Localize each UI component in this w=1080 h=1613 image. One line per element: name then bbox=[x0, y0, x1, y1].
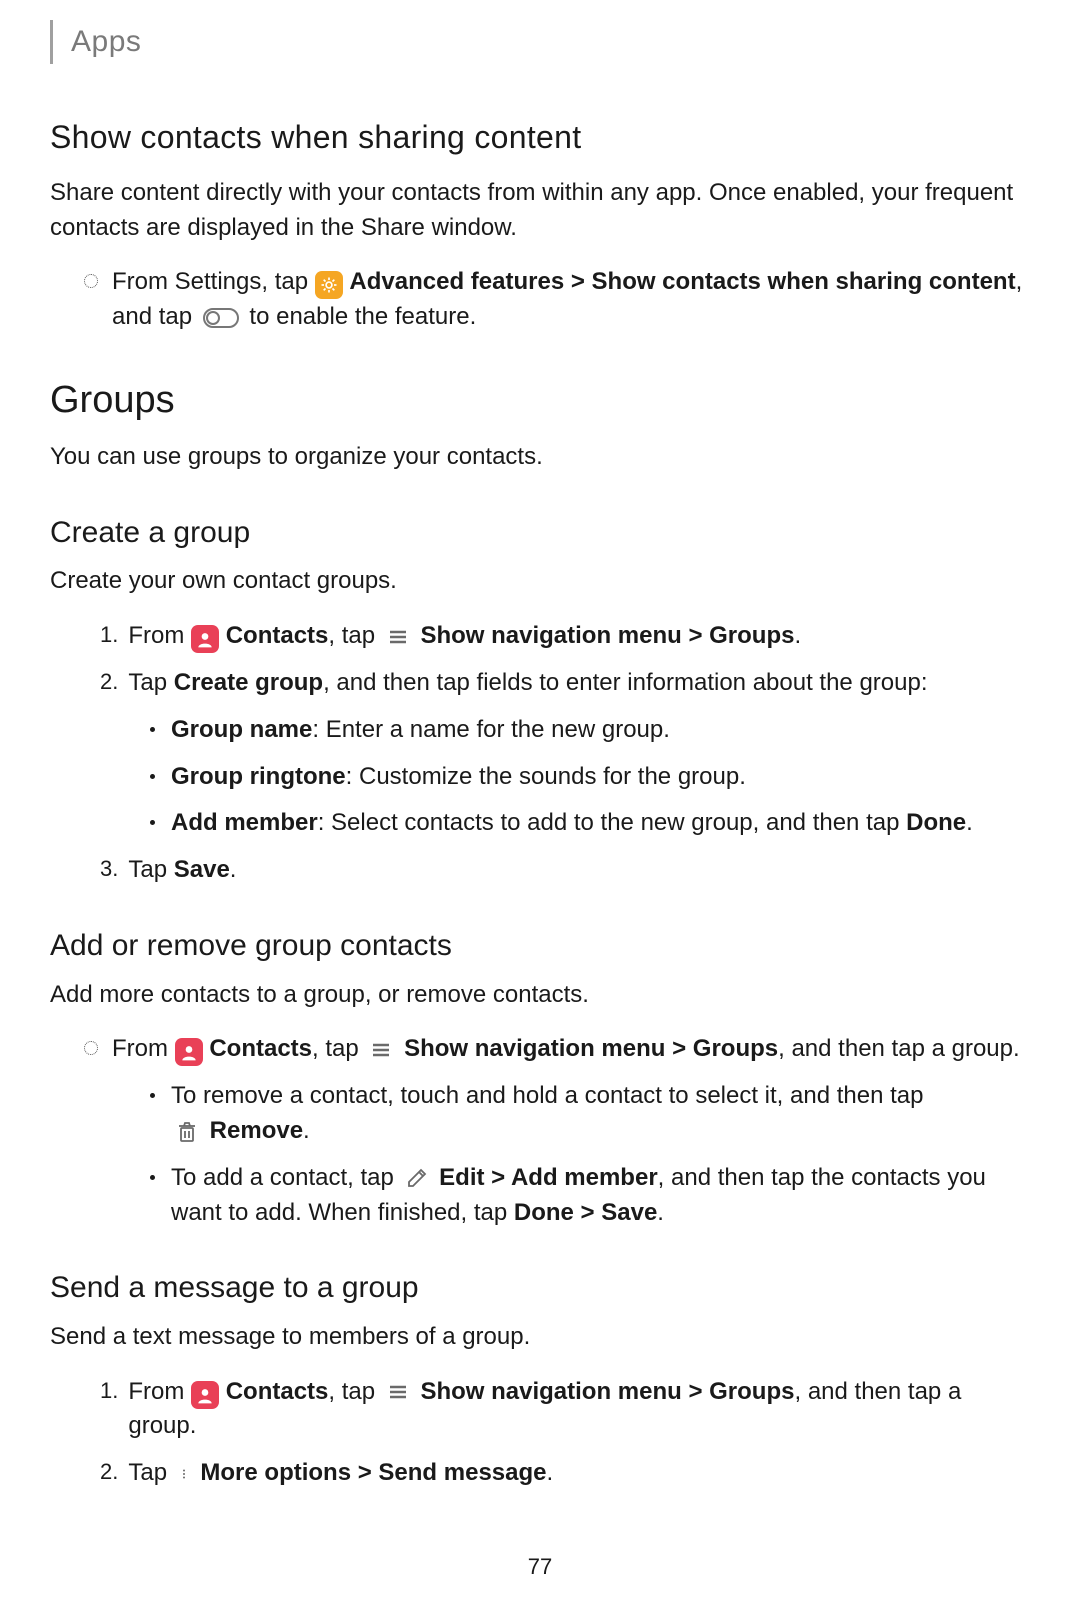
section-add-remove-title: Add or remove group contacts bbox=[50, 924, 1030, 968]
section-groups-title: Groups bbox=[50, 373, 1030, 428]
step-text: Tap More options > Send message. bbox=[128, 1456, 553, 1491]
contacts-icon bbox=[191, 1381, 219, 1409]
substep-row: Group ringtone: Customize the sounds for… bbox=[50, 760, 1030, 795]
step-text: From Settings, tap Advanced features > S… bbox=[112, 265, 1030, 335]
substep-row: To remove a contact, touch and hold a co… bbox=[50, 1079, 1030, 1149]
menu-icon bbox=[386, 625, 410, 649]
step-text: From Contacts, tap Show navigation menu … bbox=[128, 1375, 1030, 1445]
substep-row: Group name: Enter a name for the new gro… bbox=[50, 713, 1030, 748]
dot-icon bbox=[150, 820, 155, 825]
bullet-icon bbox=[84, 1041, 98, 1055]
substep-row: To add a contact, tap Edit > Add member,… bbox=[50, 1161, 1030, 1231]
step-row: From Settings, tap Advanced features > S… bbox=[50, 265, 1030, 335]
step-number: 2. bbox=[100, 666, 118, 698]
dot-icon bbox=[150, 727, 155, 732]
dot-icon bbox=[150, 774, 155, 779]
dot-icon bbox=[150, 1093, 155, 1098]
page-header: Apps bbox=[50, 20, 1030, 64]
step-row: 1. From Contacts, tap Show navigation me… bbox=[50, 1375, 1030, 1445]
step-number: 1. bbox=[100, 1375, 118, 1407]
step-text: From Contacts, tap Show navigation menu … bbox=[128, 619, 801, 654]
step-text: From Contacts, tap Show navigation menu … bbox=[112, 1032, 1020, 1067]
step-number: 3. bbox=[100, 853, 118, 885]
substep-row: Add member: Select contacts to add to th… bbox=[50, 806, 1030, 841]
pencil-icon bbox=[405, 1166, 429, 1190]
step-row: 1. From Contacts, tap Show navigation me… bbox=[50, 619, 1030, 654]
section-show-contacts-title: Show contacts when sharing content bbox=[50, 114, 1030, 160]
menu-icon bbox=[386, 1380, 410, 1404]
section-groups-desc: You can use groups to organize your cont… bbox=[50, 440, 1030, 475]
menu-icon bbox=[369, 1038, 393, 1062]
dot-icon bbox=[150, 1175, 155, 1180]
section-show-contacts-desc: Share content directly with your contact… bbox=[50, 176, 1030, 246]
step-number: 1. bbox=[100, 619, 118, 651]
section-create-group-desc: Create your own contact groups. bbox=[50, 564, 1030, 599]
step-text: Tap Create group, and then tap fields to… bbox=[128, 666, 927, 701]
contacts-icon bbox=[175, 1038, 203, 1066]
trash-icon bbox=[175, 1120, 199, 1144]
more-icon bbox=[178, 1462, 190, 1486]
section-create-group-title: Create a group bbox=[50, 511, 1030, 555]
section-send-message-title: Send a message to a group bbox=[50, 1266, 1030, 1310]
step-row: 3. Tap Save. bbox=[50, 853, 1030, 888]
step-row: From Contacts, tap Show navigation menu … bbox=[50, 1032, 1030, 1067]
section-add-remove-desc: Add more contacts to a group, or remove … bbox=[50, 978, 1030, 1013]
header-title: Apps bbox=[71, 25, 141, 58]
section-send-message-desc: Send a text message to members of a grou… bbox=[50, 1320, 1030, 1355]
step-number: 2. bbox=[100, 1456, 118, 1488]
gear-icon bbox=[315, 271, 343, 299]
bullet-icon bbox=[84, 274, 98, 288]
toggle-icon bbox=[203, 308, 239, 328]
step-row: 2. Tap More options > Send message. bbox=[50, 1456, 1030, 1491]
page-number: 77 bbox=[50, 1551, 1030, 1583]
step-row: 2. Tap Create group, and then tap fields… bbox=[50, 666, 1030, 701]
contacts-icon bbox=[191, 625, 219, 653]
